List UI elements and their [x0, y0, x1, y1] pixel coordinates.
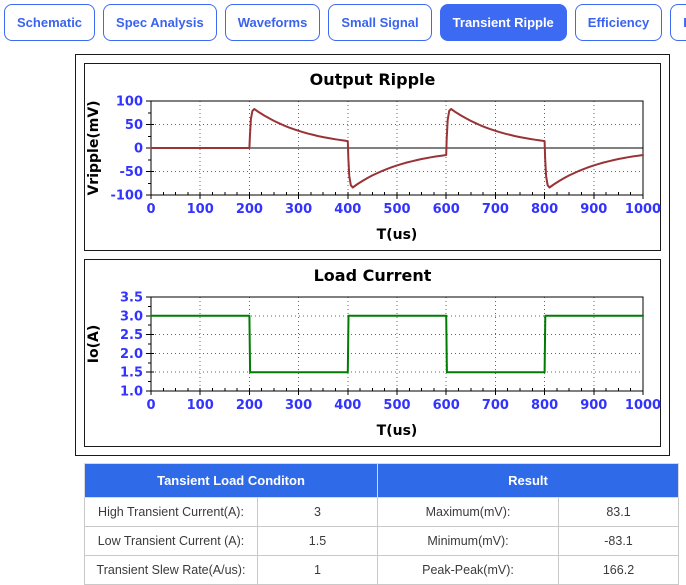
result-label: Minimum(mV): [377, 526, 559, 556]
x-tick-label: 800 [531, 202, 558, 217]
tab-spec-analysis[interactable]: Spec Analysis [103, 4, 217, 41]
table-header-condition: Tansient Load Conditon [84, 463, 378, 498]
y-tick-label: 3.0 [120, 309, 143, 324]
x-tick-label: 1000 [625, 202, 661, 217]
tab-schematic[interactable]: Schematic [4, 4, 96, 41]
charts-panel: Output Ripple 0 100 200 300 400 500 600 700 800 9… [75, 54, 670, 456]
param-value: 1.5 [257, 526, 378, 556]
load-current-title: Load Current [313, 266, 432, 285]
param-label: Transient Slew Rate(A/us): [84, 555, 258, 585]
param-value: 3 [257, 497, 378, 527]
y-tick-label: 50 [125, 118, 143, 133]
result-value: -83.1 [557, 526, 680, 556]
table-row: High Transient Current(A): 3 Maximum(mV)… [84, 497, 680, 527]
output-ripple-chart: Output Ripple 0 100 200 300 400 500 600 700 800 9… [84, 63, 661, 251]
tab-transient-ripple[interactable]: Transient Ripple [439, 4, 567, 41]
x-tick-label: 100 [187, 398, 214, 413]
x-tick-label: 600 [433, 398, 460, 413]
tab-efficiency[interactable]: Efficiency [574, 4, 663, 41]
param-label: High Transient Current(A): [84, 497, 258, 527]
table-header-row: Tansient Load Conditon Result [84, 463, 680, 498]
result-label: Peak-Peak(mV): [377, 555, 559, 585]
result-value: 166.2 [557, 555, 680, 585]
result-value: 83.1 [557, 497, 680, 527]
y-tick-label: 0 [134, 142, 143, 157]
y-tick-label: 2.0 [120, 347, 143, 362]
tab-bom[interactable]: B.O.M [670, 4, 686, 41]
param-value: 1 [257, 555, 378, 585]
load-current-plot: 0 100 200 300 400 500 600 700 800 900 1000 3.5 3.0 2.… [86, 291, 661, 440]
x-tick-label: 900 [580, 202, 607, 217]
tab-bar: Schematic Spec Analysis Waveforms Small … [0, 0, 686, 41]
table-header-result: Result [376, 463, 680, 498]
waveform-line [150, 108, 644, 189]
tab-waveforms[interactable]: Waveforms [224, 4, 321, 41]
x-tick-label: 600 [433, 202, 460, 217]
x-tick-label: 200 [236, 202, 263, 217]
x-axis-label: T(us) [377, 227, 418, 243]
y-tick-label: 100 [116, 95, 143, 110]
x-tick-label: 100 [187, 202, 214, 217]
y-tick-label: 2.5 [120, 328, 143, 343]
x-tick-label: 300 [285, 202, 312, 217]
output-ripple-plot: 0 100 200 300 400 500 600 700 800 900 1000100500-5… [86, 95, 661, 244]
x-tick-label: 700 [482, 398, 509, 413]
x-tick-label: 800 [531, 398, 558, 413]
plot-frame [150, 296, 644, 392]
x-tick-label: 400 [334, 398, 361, 413]
results-table: Tansient Load Conditon Result High Trans… [84, 463, 680, 585]
y-tick-label: 3.5 [120, 291, 143, 306]
x-tick-label: 1000 [625, 398, 661, 413]
y-tick-label: -100 [110, 189, 143, 204]
tab-small-signal[interactable]: Small Signal [328, 4, 432, 41]
output-ripple-title: Output Ripple [309, 70, 436, 89]
x-tick-label: 0 [146, 398, 155, 413]
x-tick-label: 500 [383, 202, 410, 217]
x-tick-label: 500 [383, 398, 410, 413]
x-axis-label: T(us) [377, 423, 418, 439]
x-tick-label: 0 [146, 202, 155, 217]
x-tick-label: 900 [580, 398, 607, 413]
x-tick-label: 400 [334, 202, 361, 217]
table-row: Transient Slew Rate(A/us): 1 Peak-Peak(m… [84, 555, 680, 585]
load-current-chart: Load Current 0 100 200 300 400 500 600 700 800 90… [84, 259, 661, 447]
table-row: Low Transient Current (A): 1.5 Minimum(m… [84, 526, 680, 556]
param-label: Low Transient Current (A): [84, 526, 258, 556]
waveform-line [150, 314, 644, 374]
x-tick-label: 300 [285, 398, 312, 413]
y-tick-label: 1.0 [120, 385, 143, 400]
result-label: Maximum(mV): [377, 497, 559, 527]
y-axis-label: Vripple(mV) [86, 100, 102, 195]
x-tick-label: 700 [482, 202, 509, 217]
y-tick-label: -50 [120, 165, 144, 180]
y-tick-label: 1.5 [120, 366, 143, 381]
y-axis-label: Io(A) [86, 325, 102, 363]
x-tick-label: 200 [236, 398, 263, 413]
